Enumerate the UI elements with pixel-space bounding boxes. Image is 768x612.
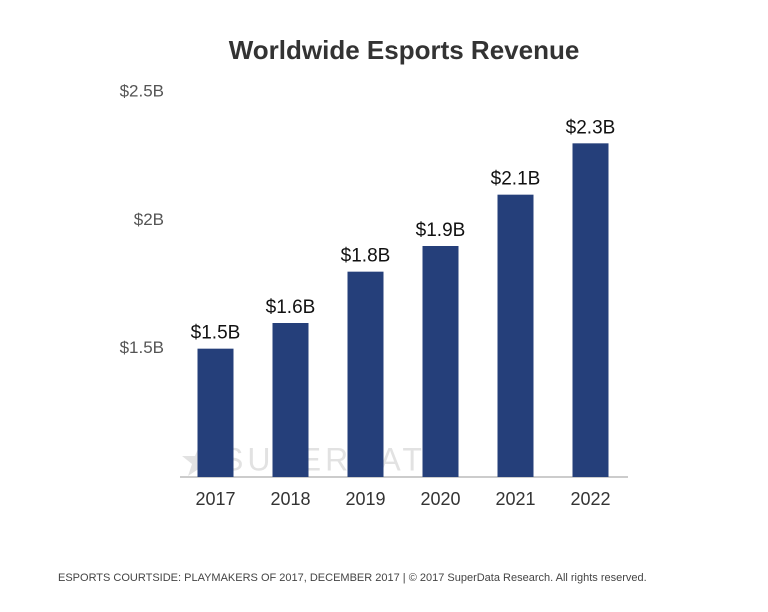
value-label: $1.5B <box>191 323 241 344</box>
x-tick-label: 2019 <box>345 489 385 509</box>
y-tick-label: $2B <box>134 210 164 229</box>
bar <box>197 348 234 477</box>
x-tick-label: 2022 <box>570 489 610 509</box>
footer: ESPORTS COURTSIDE: PLAYMAKERS OF 2017, D… <box>58 572 647 584</box>
x-tick-label: 2018 <box>270 489 310 509</box>
bar <box>272 323 309 477</box>
bar <box>422 246 459 477</box>
x-tick-label: 2020 <box>420 489 460 509</box>
bar <box>572 143 609 478</box>
value-label: $1.9B <box>416 220 466 241</box>
x-tick-label: 2017 <box>195 489 235 509</box>
chart-title: Worldwide Esports Revenue <box>229 35 580 65</box>
bar <box>347 271 384 477</box>
y-tick-label: $1.5B <box>120 338 164 357</box>
value-label: $1.6B <box>266 297 316 318</box>
x-tick-label: 2021 <box>495 489 535 509</box>
y-tick-label: $2.5B <box>120 81 164 100</box>
value-label: $1.8B <box>341 246 391 267</box>
value-label: $2.3B <box>566 117 616 138</box>
value-label: $2.1B <box>491 169 541 190</box>
watermark: SUPERDATA <box>222 441 449 477</box>
bar <box>497 194 534 477</box>
